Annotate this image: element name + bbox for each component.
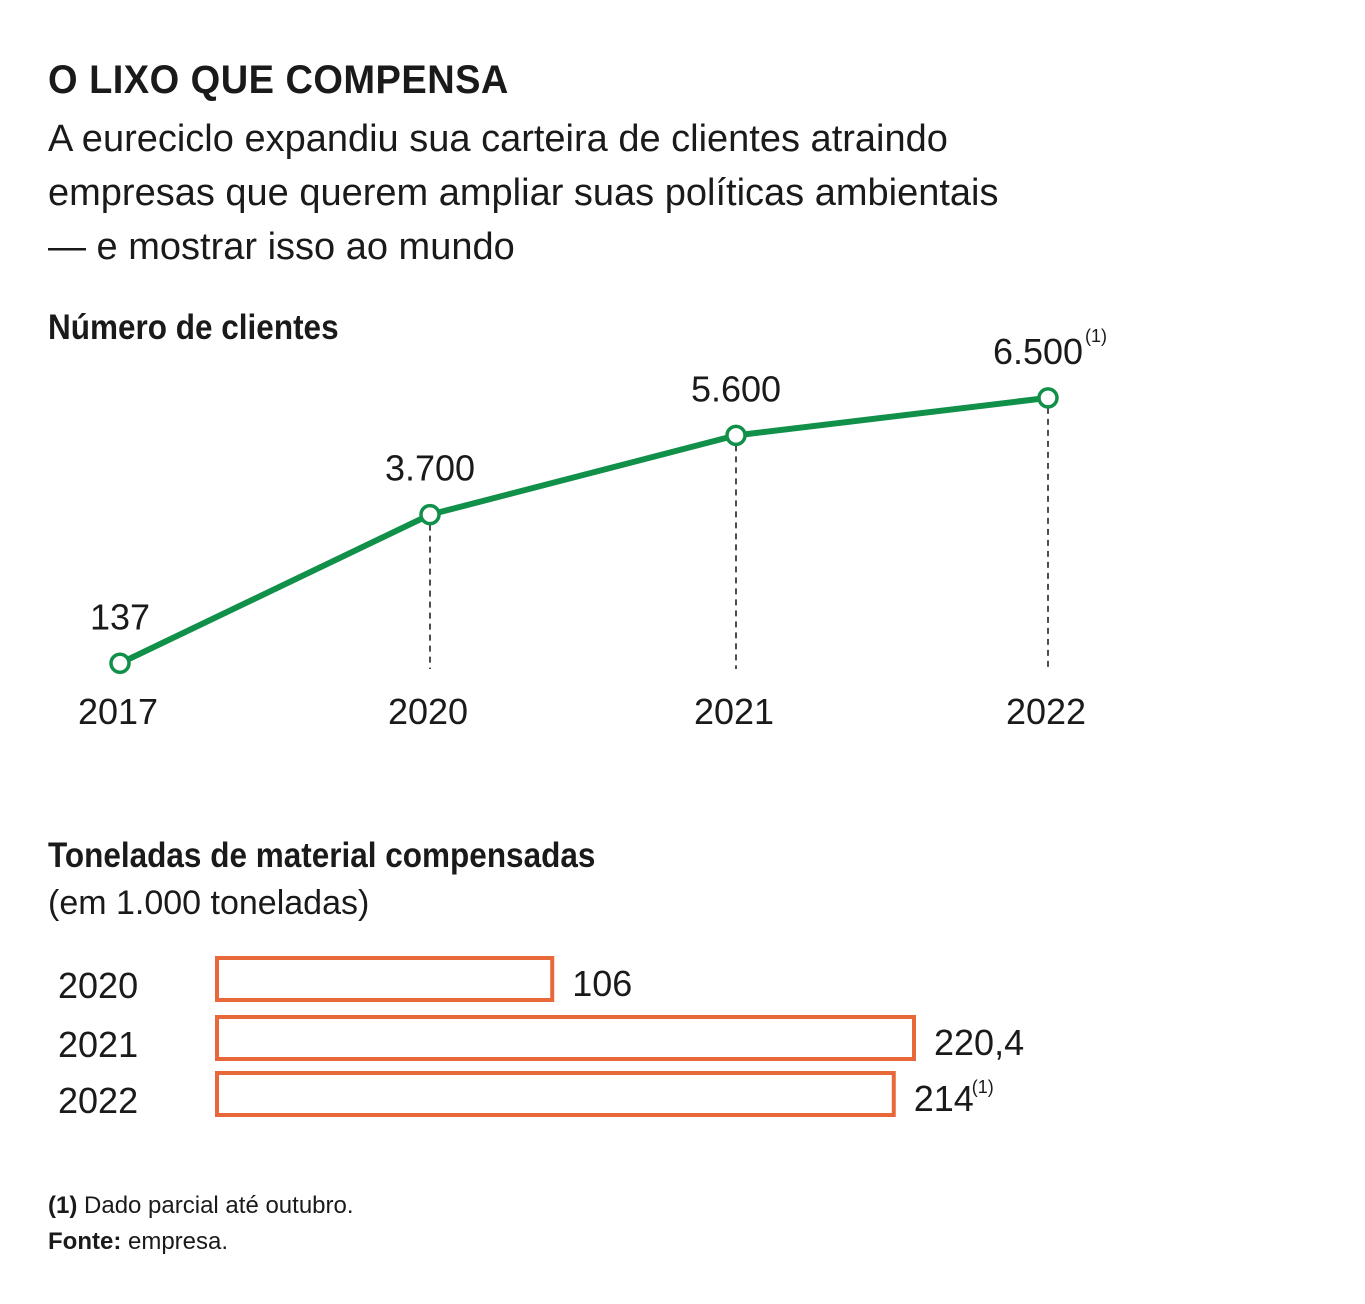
value-note-2022: (1) <box>1085 326 1107 346</box>
bar-note-2022: (1) <box>972 1077 994 1097</box>
source-label: Fonte: <box>48 1228 122 1255</box>
source-line: Fonte: empresa. <box>48 1228 228 1256</box>
page-title: O LIXO QUE COMPENSA <box>48 58 509 102</box>
footnote-mark: (1) <box>48 1192 78 1219</box>
line-chart-title: Número de clientes <box>48 308 339 347</box>
point-2022 <box>1037 387 1059 409</box>
clients-series-line <box>117 394 1051 667</box>
x-tick-label-2017: 2017 <box>78 691 158 732</box>
bar-2020 <box>215 956 555 1002</box>
bar-chart-subtitle: (em 1.000 toneladas) <box>48 884 370 922</box>
footnote-text: Dado parcial até outubro. <box>84 1192 354 1219</box>
bar-chart-title: Toneladas de material compensadas <box>48 836 596 875</box>
point-2020 <box>419 503 441 526</box>
point-2017 <box>109 652 131 675</box>
source-text: empresa. <box>127 1228 229 1255</box>
footnote: (1) Dado parcial até outubro. <box>48 1192 354 1220</box>
bar-category-2021: 2021 <box>58 1024 138 1065</box>
x-tick-label-2021: 2021 <box>694 691 774 732</box>
bar-value-2021: 220,4 <box>934 1022 1024 1063</box>
value-label-2022: 6.500 <box>993 331 1083 372</box>
bar-category-2020: 2020 <box>58 965 138 1006</box>
bar-category-2022: 2022 <box>58 1080 138 1121</box>
x-tick-label-2020: 2020 <box>388 691 468 732</box>
value-label-2020: 3.700 <box>385 448 475 489</box>
point-2021 <box>725 424 747 447</box>
bar-value-2022: 214 <box>914 1078 974 1119</box>
x-tick-label-2022: 2022 <box>1006 691 1086 732</box>
bar-2021 <box>215 1015 916 1061</box>
value-label-2021: 5.600 <box>691 368 781 409</box>
bar-2022 <box>215 1071 896 1117</box>
value-label-2017: 137 <box>90 596 150 637</box>
page-subtitle: A eureciclo expandiu sua carteira de cli… <box>48 118 999 268</box>
bar-value-2020: 106 <box>572 963 632 1004</box>
